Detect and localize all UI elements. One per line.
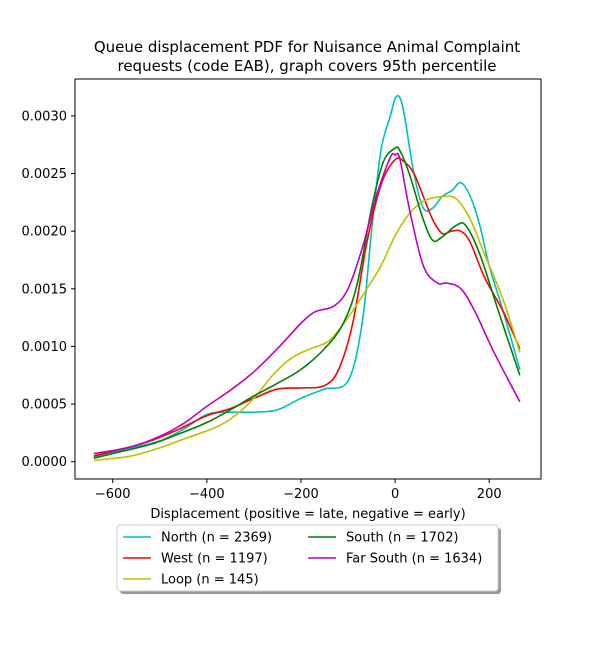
x-tick-label: 200 (477, 487, 502, 502)
series-line-1 (93, 157, 521, 457)
legend-label: West (n = 1197) (161, 552, 268, 567)
x-axis-ticks: −600 −400 −200 0 200 (95, 479, 502, 502)
y-tick-label: 0.0025 (22, 167, 68, 182)
y-tick-label: 0.0005 (22, 398, 68, 413)
legend-label: Loop (n = 145) (161, 573, 259, 588)
series-line-4 (93, 152, 521, 455)
chart-title-line-2: requests (code EAB), graph covers 95th p… (117, 57, 496, 75)
y-axis-ticks: 0.0000 0.0005 0.0010 0.0015 0.0020 0.0025 0.00… (22, 109, 75, 470)
x-tick-label: −200 (283, 487, 319, 502)
series-line-2 (93, 195, 521, 462)
y-tick-label: 0.0000 (22, 455, 68, 470)
y-tick-label: 0.0010 (22, 340, 68, 355)
legend-label: North (n = 2369) (161, 531, 272, 546)
y-tick-label: 0.0020 (22, 225, 68, 240)
legend: North (n = 2369) West (n = 1197) Loop (n =… (116, 524, 501, 594)
x-tick-label: 0 (391, 487, 399, 502)
chart-title-line-1: Queue displacement PDF for Nuisance Anim… (94, 38, 520, 56)
y-tick-label: 0.0015 (22, 282, 68, 297)
x-tick-label: −400 (189, 487, 225, 502)
x-tick-label: −600 (95, 487, 131, 502)
plot-frame (74, 78, 542, 480)
series-line-0 (93, 94, 521, 458)
y-tick-label: 0.0030 (22, 109, 68, 124)
x-axis-label: Displacement (positive = late, negative … (150, 507, 465, 522)
series-layer (93, 94, 521, 462)
legend-label: Far South (n = 1634) (346, 552, 482, 567)
legend-box (116, 524, 499, 592)
legend-label: South (n = 1702) (346, 531, 459, 546)
series-line-3 (93, 146, 521, 460)
